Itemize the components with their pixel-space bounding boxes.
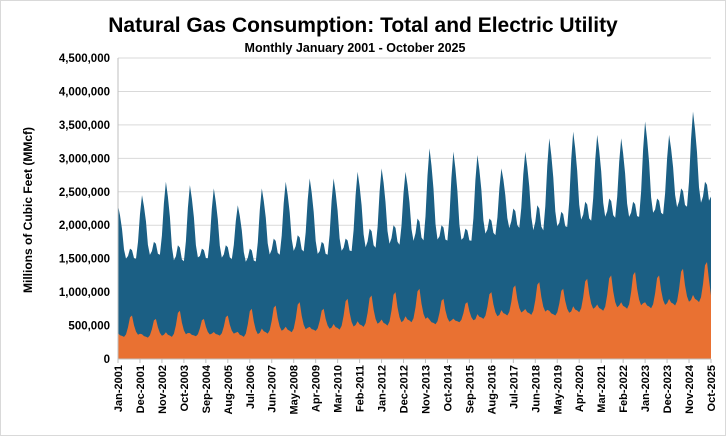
x-tick-label: Feb-2022 xyxy=(618,365,630,413)
x-tick-label: Jan-2023 xyxy=(640,365,652,412)
y-tick-label: 4,000,000 xyxy=(59,86,110,98)
x-tick-label: Jul-2006 xyxy=(245,365,257,409)
x-tick-label: Jul-2017 xyxy=(508,365,520,409)
y-tick-label: 3,500,000 xyxy=(59,120,110,132)
x-tick-label: Sep-2015 xyxy=(464,365,476,413)
x-tick-label: Oct-2014 xyxy=(442,364,454,411)
x-tick-label: Dec-2012 xyxy=(399,365,411,413)
y-tick-label: 500,000 xyxy=(68,321,110,333)
plot-areas xyxy=(118,111,711,359)
y-tick-label: 2,500,000 xyxy=(59,187,110,199)
x-tick-label: Dec-2023 xyxy=(662,365,674,413)
x-tick-label: Nov-2013 xyxy=(421,365,433,414)
x-tick-label: Jan-2001 xyxy=(113,365,125,412)
x-tick-label: Mar-2010 xyxy=(333,365,345,413)
x-tick-label: Sep-2004 xyxy=(201,364,213,413)
x-tick-label: Jan-2012 xyxy=(377,365,389,412)
series-electric-utility-area xyxy=(118,262,711,359)
x-tick-label: Aug-2005 xyxy=(223,365,235,415)
x-tick-label: Aug-2016 xyxy=(486,365,498,415)
x-tick-label: Oct-2025 xyxy=(706,365,718,411)
x-tick-label: Nov-2024 xyxy=(684,364,696,414)
x-tick-label: Jun-2018 xyxy=(530,365,542,413)
x-tick-label: Oct-2003 xyxy=(179,365,191,411)
y-tick-label: 1,000,000 xyxy=(59,287,110,299)
y-tick-label: 2,000,000 xyxy=(59,220,110,232)
y-tick-label: 3,000,000 xyxy=(59,153,110,165)
x-tick-label: Dec-2001 xyxy=(135,365,147,413)
x-tick-label: Jun-2007 xyxy=(267,365,279,413)
x-tick-labels: Jan-2001 Dec-2001 Nov-2002 Oct-2003 Sep-2004… xyxy=(113,359,718,415)
x-tick-label: Mar-2021 xyxy=(596,365,608,413)
y-axis-label: Millions of Cubic Feet (MMcf) xyxy=(21,127,35,293)
y-tick-label: 4,500,000 xyxy=(59,53,110,65)
axes xyxy=(117,58,711,360)
y-tick-labels: 0 500,000 1,000,000 1,500,000 2,000,000 2,500… xyxy=(59,53,110,366)
x-tick-label: Apr-2009 xyxy=(311,365,323,412)
x-tick-label: Nov-2002 xyxy=(157,365,169,414)
x-tick-label: Apr-2020 xyxy=(574,365,586,412)
y-tick-label: 0 xyxy=(104,354,110,366)
x-tick-label: Feb-2011 xyxy=(355,365,367,412)
x-tick-label: May-2019 xyxy=(552,365,564,415)
chart-title: Natural Gas Consumption: Total and Elect… xyxy=(108,14,618,37)
x-tick-label: May-2008 xyxy=(289,365,301,415)
chart-subtitle: Monthly January 2001 - October 2025 xyxy=(245,41,466,55)
y-tick-label: 1,500,000 xyxy=(59,254,110,266)
